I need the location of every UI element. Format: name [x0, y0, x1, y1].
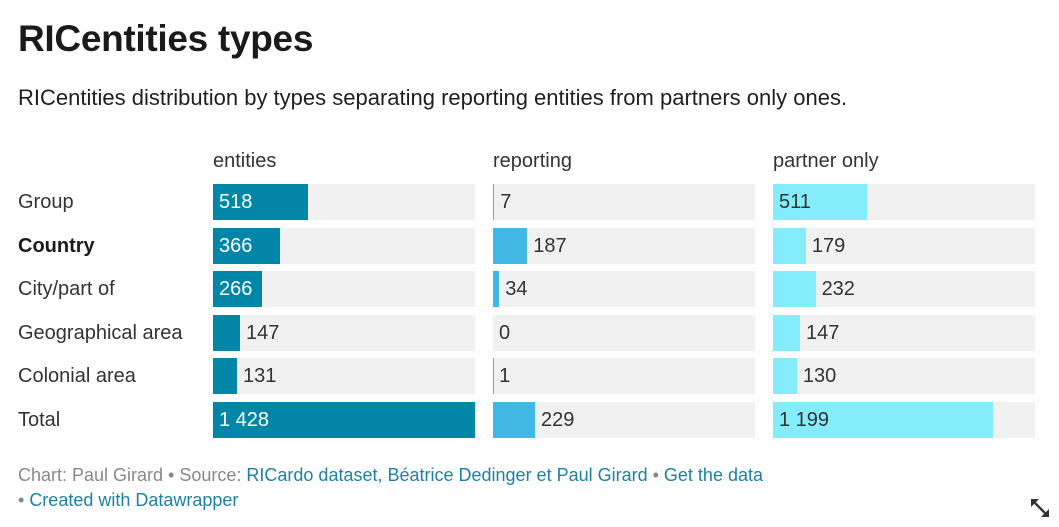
bar-partner-only-colonial-area [773, 358, 797, 394]
data-label: 518 [219, 191, 253, 213]
bar-partner-only-city-part-of [773, 271, 816, 307]
data-label: 366 [219, 235, 253, 257]
bar-partner-only-geographical-area [773, 315, 800, 351]
bar-track: 366 [213, 228, 475, 264]
bar-track: 147 [773, 315, 1035, 351]
bar-track: 147 [213, 315, 475, 351]
data-label: 130 [802, 365, 837, 387]
data-label: 34 [505, 278, 528, 300]
data-label: 266 [219, 278, 253, 300]
data-label: 0 [499, 322, 511, 344]
bar-track: 187 [493, 228, 755, 264]
datawrapper-link[interactable]: Created with Datawrapper [29, 490, 239, 510]
bar-track: 179 [773, 228, 1035, 264]
data-label: 229 [541, 409, 575, 431]
bar-entities-geographical-area [213, 315, 240, 351]
bar-track: 1 428 [213, 402, 475, 438]
get-data-link[interactable]: Get the data [663, 465, 763, 485]
data-label: 187 [533, 235, 567, 257]
row-label-country: Country [18, 235, 95, 257]
expand-arrows-icon[interactable] [1029, 497, 1051, 519]
bar-track: 34 [493, 271, 755, 307]
bar-track: 518 [213, 184, 475, 220]
bar-partner-only-country [773, 228, 806, 264]
column-header-reporting: reporting [493, 150, 572, 172]
data-label: 147 [245, 322, 280, 344]
row-label-city-part-of: City/part of [18, 278, 115, 300]
bar-track: 232 [773, 271, 1035, 307]
chart-title: RICentities types [18, 18, 314, 59]
data-label: 232 [821, 278, 855, 300]
chart-subtitle: RICentities distribution by types separa… [18, 85, 848, 110]
footer-credit: Chart: Paul Girard • Source: [18, 465, 247, 485]
column-header-entities: entities [213, 150, 277, 172]
bar-entities-country [213, 228, 281, 264]
data-label: 1 [499, 365, 511, 387]
bar-track: 1 199 [773, 402, 1035, 438]
footer-separator: • [18, 490, 30, 510]
footer-separator: • [647, 465, 664, 485]
bar-entities-total [213, 402, 475, 438]
bar-entities-group [213, 184, 309, 220]
data-label: 7 [500, 191, 512, 213]
bar-entities-colonial-area [213, 358, 238, 394]
column-header-partner-only: partner only [773, 150, 879, 172]
source-link[interactable]: RICardo dataset, Béatrice Dedinger et Pa… [246, 465, 648, 485]
bar-track: 229 [493, 402, 755, 438]
row-label-geographical-area: Geographical area [18, 322, 183, 344]
bar-partner-only-group [773, 184, 867, 220]
row-label-total: Total [18, 409, 61, 431]
data-label: 511 [779, 191, 811, 213]
data-label: 1 199 [779, 409, 830, 431]
row-label-colonial-area: Colonial area [18, 365, 136, 387]
bar-reporting-country [493, 228, 528, 264]
bar-track: 511 [773, 184, 1035, 220]
chart-footer: Chart: Paul Girard • Source: RICardo dat… [18, 463, 918, 513]
bar-track: 131 [213, 358, 475, 394]
bar-reporting-group [493, 184, 495, 220]
bar-partner-only-total [773, 402, 993, 438]
data-label: 147 [805, 322, 840, 344]
row-label-group: Group [18, 191, 74, 213]
bar-track: 1 [493, 358, 755, 394]
data-label: 179 [811, 235, 846, 257]
bar-track: 130 [773, 358, 1035, 394]
bar-track: 7 [493, 184, 755, 220]
data-label: 131 [243, 365, 277, 387]
bar-track: 0 [493, 315, 755, 351]
bar-reporting-total [493, 402, 535, 438]
data-label: 1 428 [219, 409, 270, 431]
bar-reporting-city-part-of [493, 271, 500, 307]
bar-track: 266 [213, 271, 475, 307]
bar-entities-city-part-of [213, 271, 262, 307]
